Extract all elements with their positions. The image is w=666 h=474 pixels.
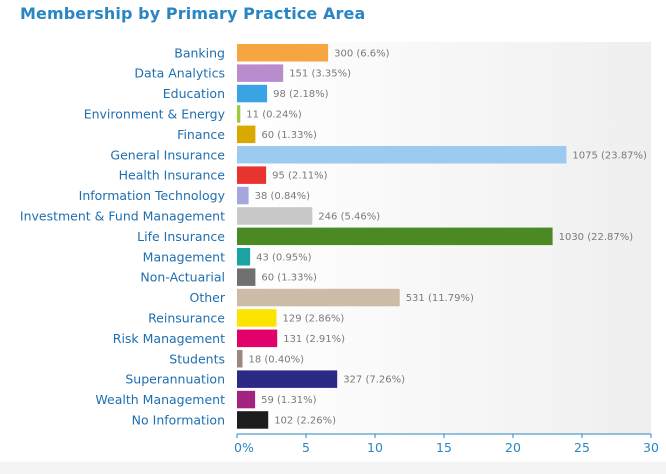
data-label: 300 (6.6%)	[334, 48, 390, 59]
category-label: Finance	[177, 127, 225, 142]
category-label: Life Insurance	[137, 229, 225, 244]
data-label: 11 (0.24%)	[246, 109, 302, 120]
x-tick-label: 5	[302, 440, 310, 455]
data-label: 531 (11.79%)	[406, 293, 474, 304]
category-label: Health Insurance	[119, 168, 226, 183]
data-label: 129 (2.86%)	[283, 313, 345, 324]
x-tick-label: 10	[367, 440, 383, 455]
category-label: No Information	[132, 412, 225, 427]
bar	[237, 166, 267, 184]
bar	[237, 390, 256, 409]
bar	[237, 248, 251, 266]
bar	[237, 411, 269, 429]
data-label: 60 (1.33%)	[261, 130, 317, 141]
category-label: Superannuation	[125, 372, 225, 387]
data-label: 43 (0.95%)	[256, 252, 312, 263]
data-label: 246 (5.46%)	[318, 211, 380, 222]
category-label: Students	[169, 351, 225, 366]
category-label: Management	[143, 249, 225, 264]
bar	[237, 64, 284, 82]
x-tick-label: 20	[505, 440, 521, 455]
data-label: 327 (7.26%)	[343, 375, 405, 386]
chart-title: Membership by Primary Practice Area	[20, 4, 366, 23]
category-label: Risk Management	[113, 331, 225, 346]
category-label: Banking	[174, 45, 225, 60]
category-label: Data Analytics	[134, 66, 225, 81]
x-tick-label: 15	[436, 440, 452, 455]
bar	[237, 186, 249, 205]
category-label: General Insurance	[110, 147, 225, 162]
x-tick-label: 25	[574, 440, 590, 455]
bar	[237, 329, 278, 348]
data-label: 151 (3.35%)	[289, 69, 351, 80]
data-label: 59 (1.31%)	[261, 395, 317, 406]
data-label: 131 (2.91%)	[283, 334, 345, 345]
category-label: Reinsurance	[148, 310, 225, 325]
bar	[237, 44, 329, 62]
bar	[237, 350, 243, 368]
x-tick-label: 30	[643, 440, 659, 455]
bar	[237, 227, 553, 246]
footer-band	[0, 462, 666, 474]
data-label: 60 (1.33%)	[261, 273, 317, 284]
data-label: 18 (0.40%)	[249, 354, 305, 365]
bar	[237, 370, 338, 388]
bar	[237, 309, 277, 327]
data-label: 102 (2.26%)	[274, 415, 336, 426]
category-label: Information Technology	[79, 188, 226, 203]
data-label: 1075 (23.87%)	[572, 150, 647, 161]
x-tick-label: 0%	[234, 440, 254, 455]
data-label: 38 (0.84%)	[255, 191, 311, 202]
category-label: Education	[163, 86, 225, 101]
category-label: Investment & Fund Management	[20, 208, 225, 223]
bar	[237, 207, 313, 225]
bar	[237, 146, 567, 164]
category-label: Other	[190, 290, 226, 305]
category-label: Wealth Management	[95, 392, 225, 407]
bar	[237, 268, 256, 286]
category-label: Non-Actuarial	[140, 270, 225, 285]
data-label: 1030 (22.87%)	[559, 232, 634, 243]
bar	[237, 125, 256, 144]
bar	[237, 288, 400, 307]
bar	[237, 105, 241, 123]
data-label: 98 (2.18%)	[273, 89, 329, 100]
bar	[237, 84, 268, 103]
category-label: Environment & Energy	[84, 106, 226, 121]
data-label: 95 (2.11%)	[272, 171, 328, 182]
